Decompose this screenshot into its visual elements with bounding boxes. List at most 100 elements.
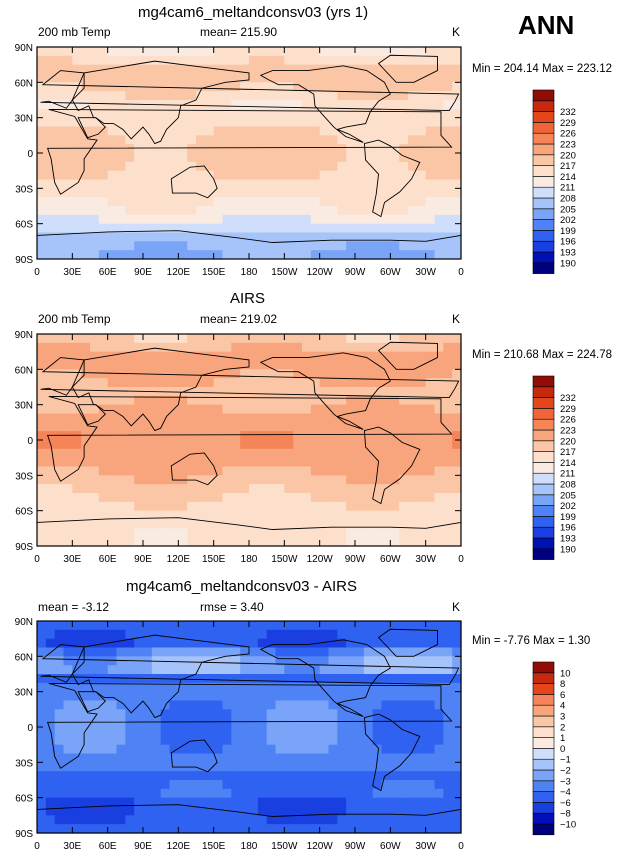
map-cell: [249, 206, 259, 216]
map-cell: [302, 55, 312, 66]
map-cell: [151, 700, 162, 710]
map-cell: [72, 170, 82, 181]
map-cell: [302, 241, 312, 251]
map-cell: [249, 214, 259, 225]
map-cell: [381, 815, 391, 825]
map-cell: [187, 753, 197, 763]
map-cell: [37, 780, 47, 790]
map-cell: [134, 188, 144, 198]
map-cell: [143, 440, 153, 450]
map-cell: [222, 188, 232, 198]
map-cell: [443, 188, 453, 198]
map-cell: [90, 501, 100, 512]
map-cell: [187, 797, 197, 808]
map-cell: [54, 47, 65, 57]
map-cell: [284, 638, 294, 649]
map-cell: [231, 797, 241, 808]
map-cell: [151, 638, 162, 649]
map-cell: [355, 771, 365, 781]
map-cell: [381, 334, 391, 344]
map-cell: [249, 241, 259, 251]
map-cell: [452, 691, 462, 702]
map-cell: [408, 510, 418, 521]
map-cell: [381, 691, 391, 702]
map-cell: [54, 404, 65, 415]
map-cell: [416, 369, 427, 379]
map-cell: [355, 144, 365, 154]
colorbar-tick-label: 214: [560, 458, 576, 469]
map-cell: [134, 824, 144, 834]
map-cell: [187, 484, 197, 494]
map-cell: [98, 674, 109, 684]
map-cell: [293, 197, 303, 207]
map-cell: [310, 797, 321, 808]
map-cell: [346, 674, 356, 684]
map-cell: [90, 206, 100, 216]
map-cell: [72, 47, 82, 57]
map-cell: [231, 334, 241, 344]
map-cell: [107, 621, 118, 631]
colorbar-box: [532, 537, 555, 550]
map-cell: [425, 629, 436, 640]
map-cell: [90, 753, 100, 763]
map-cell: [213, 466, 224, 476]
map-cell: [169, 457, 179, 468]
map-cell: [134, 47, 144, 57]
map-cell: [98, 621, 109, 631]
map-cell: [54, 126, 65, 136]
map-cell: [416, 735, 427, 746]
map-cell: [434, 170, 444, 181]
lon-tick-label: 60W: [380, 267, 401, 278]
map-cell: [72, 824, 82, 834]
map-cell: [372, 378, 383, 388]
map-cell: [372, 762, 383, 772]
map-cell: [151, 519, 162, 529]
map-cell: [196, 206, 206, 216]
map-cell: [319, 395, 330, 406]
map-cell: [346, 806, 356, 816]
map-cell: [81, 82, 91, 92]
map-cell: [231, 638, 241, 649]
map-cell: [72, 395, 82, 406]
map-cell: [408, 735, 418, 746]
map-cell: [284, 387, 294, 397]
map-cell: [355, 369, 365, 379]
map-cell: [45, 806, 56, 816]
map-cell: [151, 179, 162, 189]
map-cell: [443, 206, 453, 216]
map-cell: [63, 519, 73, 529]
map-cell: [452, 214, 462, 225]
map-cell: [319, 241, 330, 251]
map-cell: [125, 501, 135, 512]
colorbar-tick-label: 193: [560, 534, 576, 545]
map-cell: [381, 369, 391, 379]
map-cell: [81, 206, 91, 216]
map-cell: [390, 665, 400, 675]
map-cell: [284, 780, 294, 790]
map-cell: [231, 466, 241, 476]
map-cell: [275, 788, 285, 799]
map-cell: [151, 682, 162, 693]
map-cell: [302, 537, 312, 547]
lat-tick-label: 60S: [15, 794, 33, 805]
map-cell: [275, 360, 285, 370]
map-cell: [116, 153, 126, 163]
map-cell: [355, 510, 365, 521]
map-cell: [222, 223, 232, 234]
map-cell: [45, 448, 56, 459]
map-cell: [337, 448, 347, 459]
map-cell: [266, 656, 277, 666]
map-cell: [434, 73, 444, 83]
map-cell: [37, 621, 47, 631]
map-cell: [196, 629, 206, 640]
map-cell: [257, 117, 268, 128]
map-cell: [125, 638, 135, 649]
map-cell: [81, 126, 91, 136]
map-cell: [231, 682, 241, 693]
map-cell: [231, 422, 241, 432]
map-cell: [346, 621, 356, 631]
map-cell: [310, 387, 321, 397]
map-cell: [240, 82, 250, 92]
map-cell: [319, 161, 330, 172]
map-cell: [107, 638, 118, 649]
